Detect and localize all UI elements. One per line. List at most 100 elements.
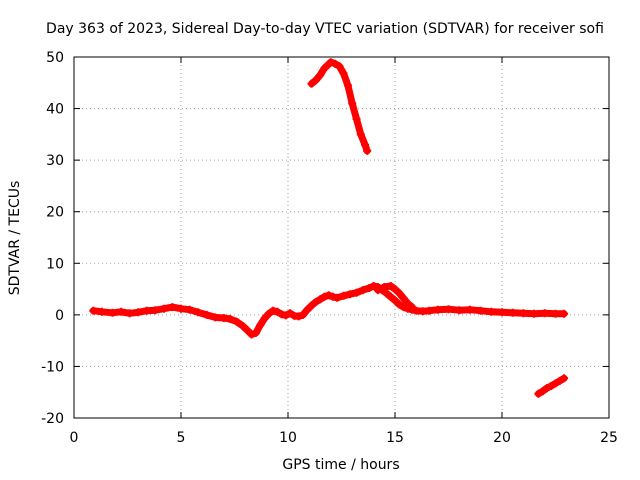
data-point: [538, 387, 547, 396]
data-point: [391, 285, 399, 294]
data-point: [386, 282, 395, 290]
data-point: [194, 308, 203, 317]
x-tick-label: 20: [493, 430, 511, 446]
x-tick-label: 25: [600, 430, 618, 446]
data-point: [177, 304, 185, 313]
data-point: [391, 296, 399, 305]
data-point: [395, 289, 404, 298]
data-point: [399, 294, 408, 303]
data-point: [264, 309, 273, 318]
data-point: [530, 309, 539, 318]
data-point: [444, 305, 453, 314]
data-point: [142, 306, 151, 315]
data-point: [299, 310, 307, 319]
data-point: [335, 62, 344, 71]
data-point: [425, 306, 434, 315]
data-point: [286, 309, 295, 318]
data-point: [365, 284, 374, 292]
data-point: [125, 309, 134, 318]
data-point: [243, 326, 252, 335]
data-point: [251, 328, 260, 337]
data-point: [346, 290, 355, 299]
data-point: [560, 374, 569, 383]
series-peak_arc: [307, 58, 372, 155]
data-point: [547, 382, 556, 390]
data-point: [316, 295, 325, 304]
data-point: [343, 81, 352, 90]
data-point: [386, 292, 395, 301]
data-point: [307, 301, 316, 310]
data-point: [324, 291, 333, 300]
data-point: [560, 309, 569, 318]
data-point: [260, 314, 269, 323]
x-tick-label: 5: [177, 430, 186, 446]
series-secondary_track: [373, 282, 417, 312]
data-point: [89, 306, 98, 315]
data-point: [433, 305, 442, 314]
data-layer: [89, 58, 569, 398]
x-axis-label: GPS time / hours: [282, 457, 399, 473]
data-point: [202, 310, 211, 319]
y-tick-label: 20: [46, 205, 64, 221]
data-point: [320, 64, 329, 73]
data-point: [508, 308, 517, 317]
data-point: [498, 308, 506, 317]
data-point: [339, 291, 348, 300]
data-point: [399, 303, 408, 312]
data-point: [168, 303, 177, 312]
x-tick-label: 15: [386, 430, 404, 446]
data-point: [476, 306, 485, 315]
data-point: [281, 311, 290, 320]
data-point: [382, 289, 391, 298]
data-point: [358, 286, 367, 295]
data-point: [487, 307, 496, 316]
grid-layer: [74, 57, 609, 418]
data-point: [331, 59, 340, 68]
y-axis-label: SDTVAR / TECUs: [7, 181, 23, 296]
data-point: [303, 305, 312, 314]
y-tick-label: 50: [46, 50, 64, 66]
data-point: [108, 308, 117, 317]
data-point: [211, 313, 220, 322]
data-point: [352, 288, 361, 297]
data-point: [534, 389, 543, 398]
data-point: [316, 71, 325, 80]
data-point: [247, 330, 256, 339]
data-point: [151, 306, 160, 315]
y-tick-label: 0: [55, 308, 64, 324]
data-point: [117, 307, 126, 316]
data-point: [185, 305, 194, 314]
y-tick-label: 10: [46, 256, 64, 272]
data-point: [352, 114, 361, 123]
data-point: [232, 317, 241, 326]
x-tick-label: 10: [279, 430, 297, 446]
data-point: [277, 310, 286, 319]
data-point: [356, 130, 365, 139]
x-tick-label: 0: [70, 430, 79, 446]
data-point: [361, 140, 369, 149]
data-point: [348, 99, 357, 108]
y-tick-label: 40: [46, 102, 64, 118]
y-tick-label: 30: [46, 153, 64, 169]
data-point: [269, 306, 277, 315]
chart-title: Day 363 of 2023, Sidereal Day-to-day VTE…: [46, 21, 604, 37]
data-point: [395, 300, 404, 309]
series-late_negative: [534, 374, 569, 398]
data-point: [159, 304, 168, 313]
data-point: [307, 79, 316, 88]
data-point: [134, 308, 143, 317]
data-point: [273, 307, 282, 316]
data-point: [320, 292, 329, 301]
data-point: [551, 309, 560, 318]
y-tick-label: -20: [41, 411, 64, 427]
y-tick-label: -10: [41, 359, 64, 375]
data-point: [294, 312, 303, 321]
data-point: [555, 376, 564, 385]
plot-frame: [73, 56, 610, 419]
data-point: [97, 307, 106, 316]
data-point: [311, 298, 320, 306]
data-point: [363, 146, 372, 155]
data-point: [403, 299, 412, 308]
data-point: [326, 58, 335, 67]
